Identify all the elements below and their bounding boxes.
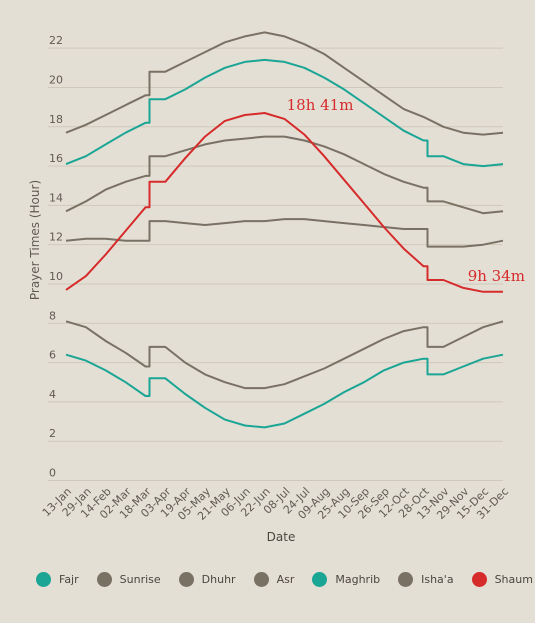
series-line-fajr: [65, 353, 504, 429]
annotation-label: 18h 41m: [287, 96, 354, 114]
y-tick-label: 12: [49, 231, 63, 244]
x-axis-ticks: 13-Jan29-Jan14-Feb02-Mar18-Mar03-Apr19-A…: [40, 484, 511, 522]
legend-label: Maghrib: [335, 573, 381, 586]
legend-swatch: [36, 572, 51, 587]
legend-label: Shaum: [494, 573, 533, 586]
y-tick-label: 22: [49, 34, 63, 47]
legend-label: Isha'a: [421, 573, 454, 586]
legend-item: Dhuhr: [178, 572, 236, 587]
x-axis-label: Date: [267, 530, 296, 544]
legend-item: Maghrib: [312, 572, 380, 587]
y-tick-label: 6: [49, 349, 56, 362]
annotations: 18h 41m 9h 34m: [287, 96, 525, 285]
legend-label: Fajr: [59, 573, 79, 586]
legend-swatch: [312, 572, 328, 587]
legend-label: Dhuhr: [201, 573, 236, 586]
y-axis-ticks: 0 2 4 6 8 10 12 14 16 18 20 22: [49, 34, 63, 479]
annotation-label: 9h 34m: [468, 267, 525, 285]
legend-item: Isha'a: [398, 572, 454, 587]
legend-label: Sunrise: [119, 573, 161, 586]
series-lines: [65, 31, 504, 429]
series-line-sunrise: [65, 320, 504, 390]
y-tick-label: 4: [49, 388, 56, 401]
y-tick-label: 14: [49, 191, 63, 204]
series-line-asr: [65, 135, 504, 215]
series-line-dhuhr: [65, 218, 504, 248]
y-tick-label: 20: [49, 73, 63, 86]
legend-item: Fajr: [36, 572, 79, 587]
legend-swatch: [253, 572, 269, 587]
y-axis-label: Prayer Times (Hour): [28, 180, 42, 300]
legend-item: Sunrise: [96, 572, 161, 587]
series-line-shaum: [65, 112, 503, 293]
legend-swatch: [471, 572, 487, 587]
legend-item: Shaum: [471, 572, 533, 587]
y-tick-label: 18: [49, 113, 63, 126]
series-line-maghrib: [65, 58, 504, 168]
legend: Fajr Sunrise Dhuhr Asr Maghrib Isha'a Shaum: [36, 572, 535, 587]
legend-swatch: [178, 572, 194, 587]
legend-swatch: [96, 572, 112, 587]
legend-item: Asr: [253, 572, 295, 587]
legend-label: Asr: [276, 573, 295, 586]
y-tick-label: 2: [49, 427, 56, 440]
grid-lines: [48, 47, 503, 481]
y-tick-label: 10: [49, 270, 63, 283]
series-line-ishaa: [65, 31, 504, 136]
legend-swatch: [398, 572, 414, 587]
prayer-times-chart: 0 2 4 6 8 10 12 14 16 18 20 22 13-Jan29-Jan14-Feb02…: [28, 31, 525, 544]
y-tick-label: 0: [49, 467, 56, 480]
y-tick-label: 8: [49, 309, 56, 322]
y-tick-label: 16: [49, 152, 63, 165]
